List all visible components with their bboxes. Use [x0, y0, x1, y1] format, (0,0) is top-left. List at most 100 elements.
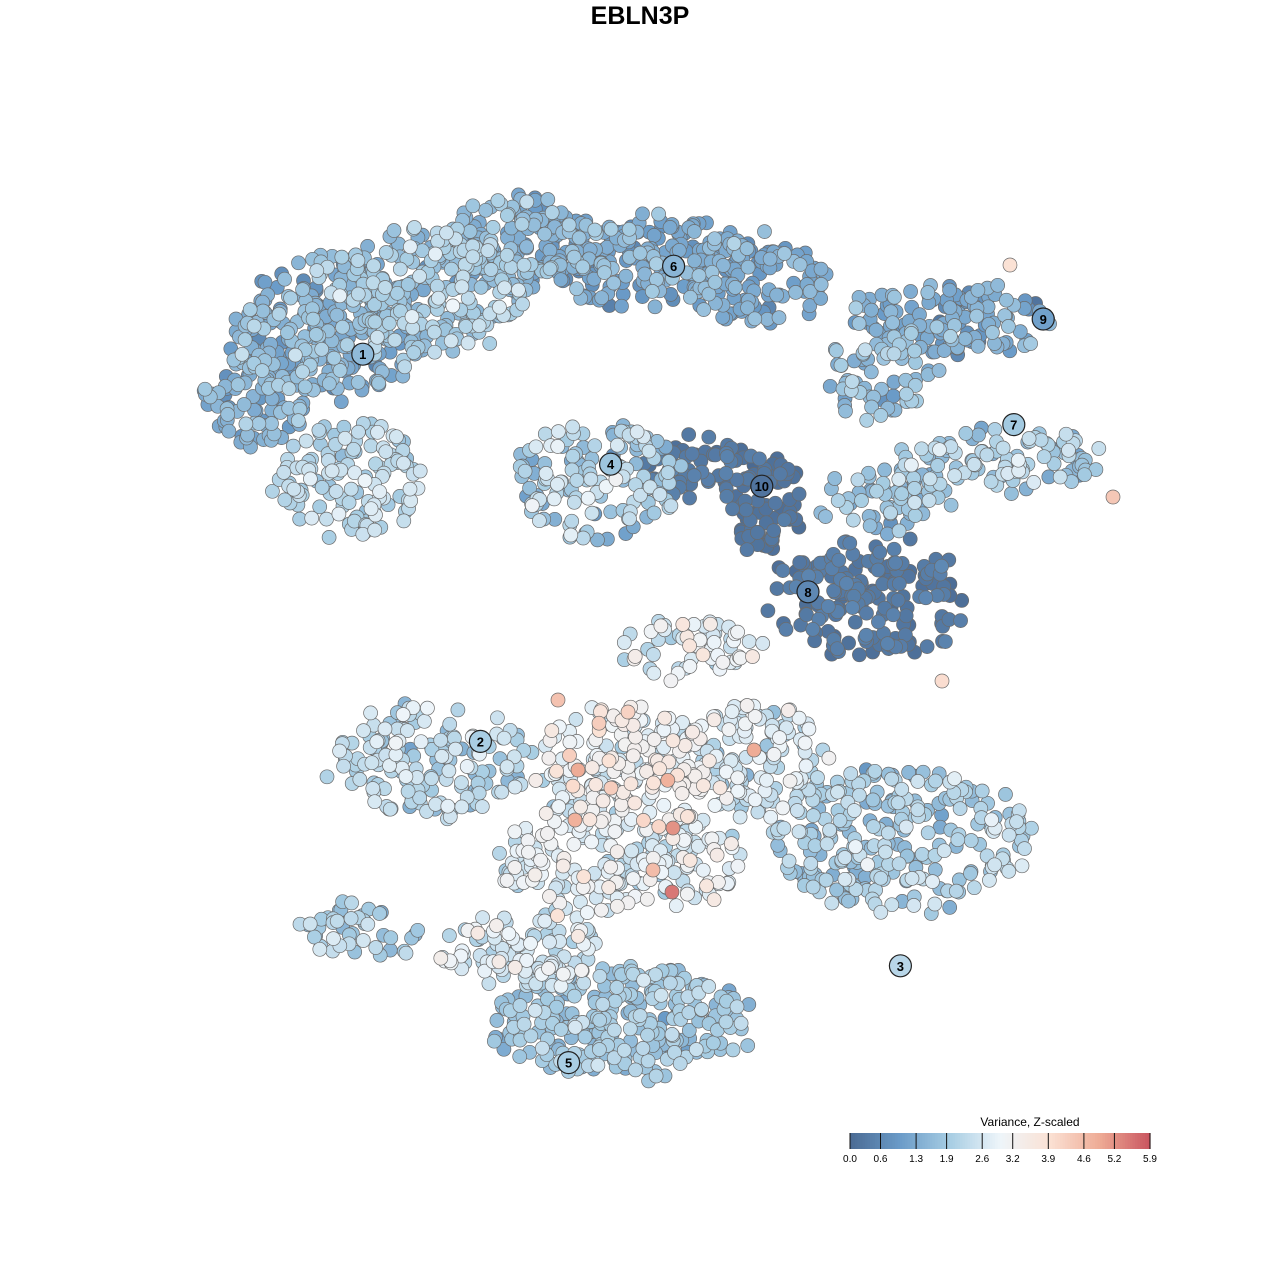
- scatter-point: [553, 978, 569, 994]
- scatter-point: [1014, 858, 1030, 874]
- scatter-point: [943, 329, 958, 344]
- scatter-point: [540, 826, 555, 841]
- scatter-point: [920, 285, 936, 300]
- scatter-point: [1061, 442, 1076, 458]
- scatter-point: [287, 347, 303, 363]
- scatter-point: [336, 758, 351, 774]
- colorbar-segment: [907, 1133, 911, 1149]
- legend-ticks: 0.0 0.6 1.3 1.9 2.6 3.2 3.9 4.6 5.2 5.9: [843, 1133, 1157, 1165]
- scatter-point: [884, 771, 899, 787]
- colorbar-tick-label: 0.0: [843, 1154, 857, 1165]
- scatter-point: [719, 449, 735, 464]
- scatter-point: [843, 766, 859, 781]
- cluster-label-marker: [468, 729, 492, 754]
- scatter-point: [613, 797, 629, 813]
- colorbar-segment: [1137, 1133, 1141, 1149]
- colorbar-segment: [1035, 1133, 1039, 1149]
- scatter-point: [238, 416, 254, 432]
- scatter-point: [657, 710, 673, 726]
- colorbar-segment: [980, 1133, 984, 1149]
- scatter-point: [983, 474, 999, 490]
- scatter-point: [344, 895, 359, 911]
- scatter-point: [544, 205, 560, 220]
- scatter-point: [499, 759, 515, 775]
- scatter-point: [377, 721, 393, 737]
- colorbar-segment: [865, 1133, 869, 1149]
- colorbar-tick-label: 2.6: [975, 1154, 989, 1165]
- scatter-point: [891, 576, 907, 591]
- scatter-point: [271, 306, 287, 322]
- scatter-point: [553, 272, 569, 288]
- scatter-point: [595, 996, 611, 1012]
- scatter-point: [565, 419, 580, 435]
- scatter-point: [285, 438, 301, 454]
- scatter-point: [569, 472, 585, 488]
- scatter-point: [351, 424, 366, 440]
- scatter-point: [569, 281, 584, 297]
- colorbar-segment: [862, 1133, 866, 1149]
- scatter-point: [660, 772, 676, 788]
- scatter-point: [590, 1057, 606, 1073]
- scatter-point: [772, 466, 788, 482]
- scatter-point: [537, 913, 553, 929]
- scatter-point: [568, 712, 584, 727]
- colorbar-segment: [1122, 1133, 1126, 1149]
- scatter-point: [483, 262, 499, 277]
- scatter-point: [427, 344, 442, 360]
- scatter-point: [776, 512, 792, 528]
- scatter-point: [566, 836, 582, 852]
- cluster-label-text: 1: [359, 347, 366, 362]
- scatter-point: [494, 784, 510, 800]
- scatter-point: [873, 870, 889, 886]
- scatter-point: [412, 268, 427, 284]
- scatter-point: [383, 930, 399, 946]
- scatter-point: [776, 820, 792, 836]
- scatter-point: [519, 239, 534, 255]
- scatter-point: [246, 318, 262, 334]
- colorbar-segment: [1052, 1133, 1056, 1149]
- scatter-point: [852, 647, 867, 663]
- colorbar-segment: [1045, 1133, 1049, 1149]
- colorbar-segment: [1012, 1133, 1016, 1149]
- scatter-point: [486, 1033, 502, 1049]
- scatter-point: [314, 480, 330, 495]
- cluster-label-marker: [750, 474, 774, 498]
- scatter-point: [963, 833, 979, 848]
- scatter-point: [898, 819, 914, 835]
- scatter-point: [335, 319, 350, 335]
- scatter-point: [343, 481, 359, 497]
- scatter-point: [555, 966, 571, 982]
- cluster-label-marker: [1031, 307, 1055, 331]
- colorbar-segment: [977, 1133, 981, 1149]
- scatter-point: [544, 723, 560, 738]
- scatter-point: [321, 530, 337, 545]
- scatter-point: [538, 806, 554, 821]
- scatter-point: [445, 298, 461, 314]
- scatter-point: [733, 1015, 749, 1031]
- cluster-label-marker: [1002, 413, 1026, 437]
- scatter-point: [943, 497, 959, 513]
- scatter-point: [460, 290, 476, 306]
- scatter-point: [331, 506, 347, 522]
- scatter-point: [807, 838, 823, 854]
- cluster-label-8: 8: [796, 580, 820, 604]
- scatter-point: [594, 902, 609, 918]
- scatter-point: [514, 216, 530, 232]
- colorbar-segment: [910, 1133, 914, 1149]
- colorbar-segment: [1057, 1133, 1061, 1149]
- scatter-point: [932, 442, 947, 458]
- scatter-point: [851, 787, 867, 803]
- scatter-point: [567, 812, 583, 828]
- cluster-label-text: 9: [1040, 312, 1047, 327]
- scatter-point: [398, 945, 414, 961]
- colorbar-segment: [1017, 1133, 1021, 1149]
- scatter-point: [474, 799, 490, 814]
- scatter-point: [584, 505, 600, 521]
- scatter-point: [302, 916, 318, 932]
- scatter-point: [527, 867, 543, 883]
- scatter-point: [682, 852, 698, 868]
- scatter-point: [839, 576, 854, 591]
- scatter-point: [766, 747, 782, 762]
- scatter-point: [454, 799, 470, 815]
- scatter-point: [328, 484, 344, 499]
